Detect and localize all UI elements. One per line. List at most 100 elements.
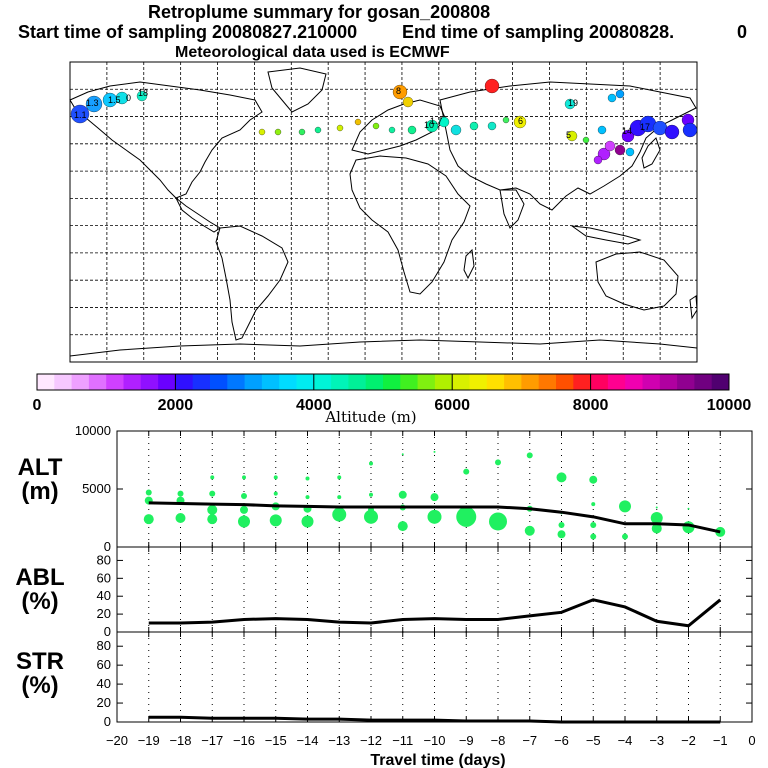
x-tick-label: −17 — [201, 733, 223, 748]
alt-label-line1: ALT — [17, 454, 63, 481]
plume-dot — [136, 90, 148, 102]
alt-scatter-point — [207, 504, 218, 515]
colorbar-swatch — [313, 374, 332, 390]
colorbar-swatch — [417, 374, 436, 390]
colorbar-swatch — [261, 374, 280, 390]
colorbar-swatch — [37, 374, 55, 390]
x-tick-label: −6 — [554, 733, 569, 748]
alt-scatter-point — [143, 514, 154, 525]
coast-south-america — [215, 225, 289, 341]
str-label-line2: (%) — [21, 672, 59, 699]
plume-dot — [502, 116, 510, 124]
plume-dot — [407, 125, 417, 135]
plume-day-label: 8 — [396, 86, 401, 96]
alt-scatter-point — [556, 472, 567, 483]
colorbar-swatch — [659, 374, 678, 390]
y-tick-label: 20 — [97, 695, 111, 710]
coast-greenland — [267, 67, 327, 113]
str-label-line1: STR — [16, 648, 64, 675]
colorbar-swatch — [71, 374, 90, 390]
plume-day-label: 5 — [566, 130, 571, 140]
plume-dot — [566, 130, 578, 142]
map-graticule — [70, 62, 697, 362]
alt-scatter-point — [238, 515, 250, 528]
plume-day-label: 1.5 — [108, 95, 121, 105]
alt-scatter-point — [687, 507, 690, 510]
plume-day-label: 1.1 — [74, 110, 87, 120]
x-tick-label: −15 — [265, 733, 287, 748]
alt-scatter-point — [489, 512, 507, 531]
colorbar-tick-label: 10000 — [707, 397, 752, 414]
plume-day-label: 1.7 — [430, 116, 443, 126]
alt-scatter-point — [456, 506, 477, 527]
colorbar-swatch — [556, 374, 574, 390]
plume-dot — [621, 129, 635, 143]
plume-dot — [484, 78, 500, 94]
coast-indonesia — [570, 225, 642, 245]
alt-scatter-point — [241, 492, 247, 499]
plume-dot — [593, 155, 603, 165]
colorbar-tick-label: 2000 — [158, 397, 194, 414]
abl-line — [148, 598, 722, 628]
world-map: 1.1 1.3 1.5 0 18 8 19 101.7 6 5 14 17 — [69, 61, 698, 363]
y-tick-label: 40 — [97, 676, 111, 691]
alt-scatter-point — [590, 521, 597, 528]
alt-scatter-point — [337, 495, 342, 500]
alt-scatter-point — [209, 490, 216, 497]
alt-label-line2: (m) — [21, 478, 59, 505]
alt-scatter-point — [240, 505, 248, 514]
colorbar-tick-label: 0 — [33, 397, 42, 414]
plume-dot — [274, 128, 282, 136]
coast-new-zealand — [689, 295, 698, 320]
alt-median-line — [148, 501, 721, 534]
colorbar-swatch — [607, 374, 626, 390]
colorbar-swatch — [365, 374, 384, 390]
x-tick-label: −16 — [233, 733, 255, 748]
plume-dot — [513, 115, 527, 129]
colorbar-swatch — [486, 374, 505, 390]
plume-dot — [604, 140, 616, 152]
str-line — [148, 715, 721, 724]
plume-dot — [336, 124, 344, 132]
colorbar-swatch — [296, 374, 315, 390]
plume-dot — [392, 84, 408, 100]
alt-scatter-point — [301, 515, 314, 528]
alt-scatter-point — [369, 461, 373, 466]
alt-panel-label: ALT (m) — [5, 456, 75, 504]
x-tick-label: −11 — [392, 733, 413, 748]
map-frame — [69, 61, 698, 363]
colorbar-swatch — [677, 374, 695, 390]
alt-scatter-point — [495, 459, 501, 466]
plume-dot — [564, 98, 576, 110]
panel-frame-str — [116, 631, 753, 723]
y-tick-label: 0 — [104, 539, 111, 554]
colorbar-swatch — [590, 374, 609, 390]
alt-scatter-point — [650, 512, 663, 524]
colorbar-swatch — [625, 374, 643, 390]
plume-dot — [487, 121, 497, 131]
colorbar-swatch — [711, 374, 730, 390]
alt-scatter-point — [401, 453, 404, 456]
plume-day-label: 10 — [424, 120, 434, 130]
end-time-label: End time of sampling 20080828. — [402, 22, 675, 42]
alt-scatter-point — [526, 452, 533, 459]
plume-dot — [425, 119, 439, 133]
colorbar-swatch — [279, 374, 297, 390]
x-tick-label: −8 — [491, 733, 506, 748]
plume-dot — [314, 126, 322, 134]
colorbar-tick-label: 4000 — [296, 397, 332, 414]
x-tick-label: −18 — [169, 733, 191, 748]
coast-central-america — [175, 197, 221, 233]
alt-scatter-point — [589, 475, 598, 484]
plume-dot — [597, 147, 611, 161]
y-tick-label: 80 — [97, 638, 111, 653]
colorbar-swatch — [158, 374, 176, 390]
plume-dot — [402, 96, 414, 108]
y-tick-label: 20 — [97, 606, 111, 621]
plume-dot — [597, 125, 607, 135]
colorbar-tick-label: 8000 — [573, 397, 609, 414]
alt-scatter-point — [524, 525, 535, 536]
alt-scatter-point — [622, 533, 628, 540]
